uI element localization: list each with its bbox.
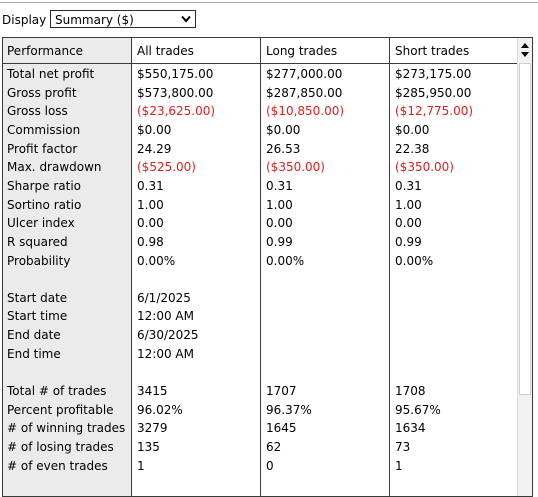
- row-label: Probability: [7, 253, 71, 268]
- row-label: Start date: [7, 290, 68, 305]
- table-cell: 0.99: [395, 234, 422, 249]
- table-cell: 0.00: [137, 216, 164, 231]
- table-cell: ($10,850.00): [266, 104, 345, 119]
- row-label: # of winning trades: [7, 421, 126, 436]
- row-label: Sharpe ratio: [7, 178, 81, 193]
- chevron-down-icon: [181, 15, 191, 23]
- table-cell: 0.98: [137, 234, 164, 249]
- row-label: # of losing trades: [7, 440, 114, 454]
- table-cell: 12:00 AM: [137, 309, 194, 324]
- table-cell: ($23,625.00): [137, 104, 216, 119]
- table-cell: $277,000.00: [266, 67, 343, 81]
- table-cell: 6/1/2025: [137, 290, 191, 305]
- row-label: Start time: [7, 309, 68, 324]
- header-performance[interactable]: Performance: [7, 44, 84, 58]
- column-divider: [389, 38, 390, 496]
- table-cell: 0: [266, 458, 274, 473]
- table-cell: 1707: [266, 384, 297, 399]
- table-cell: ($12,775.00): [395, 104, 474, 119]
- vertical-scrollbar[interactable]: [517, 38, 532, 496]
- performance-table: Performance All trades Long trades Short…: [2, 37, 533, 497]
- row-label: Total net profit: [7, 67, 95, 81]
- table-cell: 1.00: [137, 197, 164, 212]
- table-cell: 12:00 AM: [137, 346, 194, 361]
- table-cell: 0.00: [266, 216, 293, 231]
- table-cell: 1645: [266, 421, 297, 436]
- table-cell: ($525.00): [137, 160, 196, 175]
- table-cell: 26.53: [266, 141, 301, 156]
- row-label: End date: [7, 328, 61, 343]
- table-cell: 0.00%: [395, 253, 434, 268]
- table-cell: 3415: [137, 384, 168, 399]
- table-cell: 0.31: [266, 178, 293, 193]
- table-cell: 0.00%: [137, 253, 176, 268]
- table-cell: 0.00: [395, 216, 422, 231]
- row-label: # of even trades: [7, 458, 108, 473]
- table-cell: 1.00: [266, 197, 293, 212]
- first-column-background: [3, 38, 131, 496]
- column-divider: [131, 38, 132, 496]
- table-cell: 3279: [137, 421, 168, 436]
- display-select-value: Summary ($): [55, 13, 134, 27]
- table-cell: $0.00: [137, 122, 172, 137]
- table-cell: 0.99: [266, 234, 293, 249]
- top-divider: [0, 2, 538, 3]
- row-label: Max. drawdown: [7, 160, 102, 175]
- table-cell: 95.67%: [395, 402, 441, 417]
- header-divider: [3, 63, 517, 64]
- row-label: Gross profit: [7, 85, 77, 100]
- table-cell: 73: [395, 440, 411, 454]
- table-cell: 0.31: [395, 178, 422, 193]
- row-label: Sortino ratio: [7, 197, 82, 212]
- table-cell: 96.37%: [266, 402, 312, 417]
- table-cell: $0.00: [395, 122, 430, 137]
- display-label: Display: [2, 13, 47, 27]
- table-cell: 135: [137, 440, 160, 454]
- scroll-up-down-icon[interactable]: [518, 38, 532, 62]
- row-label: Commission: [7, 122, 81, 137]
- display-select[interactable]: Summary ($): [50, 10, 196, 28]
- table-cell: 1: [395, 458, 403, 473]
- table-cell: $285,950.00: [395, 85, 472, 100]
- row-label: R squared: [7, 234, 68, 249]
- table-cell: 1634: [395, 421, 426, 436]
- table-cell: 0.31: [137, 178, 164, 193]
- table-cell: $273,175.00: [395, 67, 472, 81]
- scrollbar-thumb[interactable]: [519, 63, 531, 395]
- header-short-trades[interactable]: Short trades: [395, 44, 470, 58]
- table-cell: 1708: [395, 384, 426, 399]
- row-label: Ulcer index: [7, 216, 75, 231]
- table-cell: ($350.00): [395, 160, 454, 175]
- table-cell: 96.02%: [137, 402, 183, 417]
- table-cell: 1: [137, 458, 145, 473]
- table-cell: ($350.00): [266, 160, 325, 175]
- table-cell: 6/30/2025: [137, 328, 199, 343]
- header-long-trades[interactable]: Long trades: [266, 44, 338, 58]
- table-cell: $287,850.00: [266, 85, 343, 100]
- table-cell: $0.00: [266, 122, 301, 137]
- header-all-trades[interactable]: All trades: [137, 44, 194, 58]
- table-cell: 24.29: [137, 141, 172, 156]
- table-cell: $550,175.00: [137, 67, 214, 81]
- table-cell: 1.00: [395, 197, 422, 212]
- table-cell: 62: [266, 440, 282, 454]
- table-cell: 0.00%: [266, 253, 305, 268]
- table-cell: $573,800.00: [137, 85, 214, 100]
- row-label: End time: [7, 346, 61, 361]
- row-label: Percent profitable: [7, 402, 114, 417]
- column-divider: [260, 38, 261, 496]
- row-label: Total # of trades: [7, 384, 107, 399]
- row-label: Profit factor: [7, 141, 78, 156]
- row-label: Gross loss: [7, 104, 68, 119]
- table-cell: 22.38: [395, 141, 430, 156]
